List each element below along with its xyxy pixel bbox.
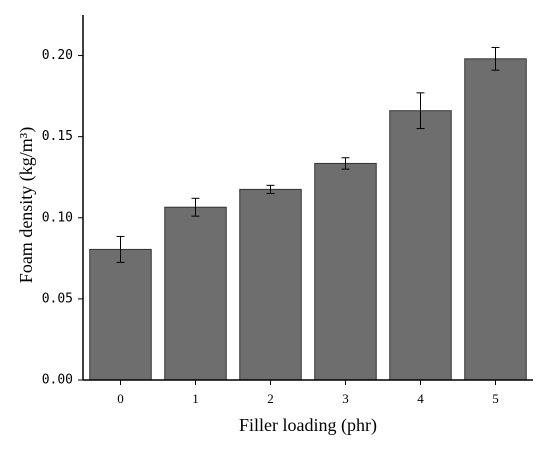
y-tick-label: 0.15	[42, 129, 73, 144]
x-tick-label: 3	[342, 391, 349, 406]
bar	[239, 188, 302, 381]
bar	[389, 110, 452, 381]
bar	[314, 162, 377, 381]
y-tick-label: 0.05	[42, 291, 73, 306]
y-tick-label: 0.10	[42, 210, 73, 225]
y-axis-title: Foam density (kg/m³)	[16, 127, 37, 283]
y-tick-label: 0.20	[42, 48, 73, 63]
x-tick-label: 5	[492, 391, 499, 406]
x-tick-label: 1	[192, 391, 199, 406]
x-axis-title: Filler loading (phr)	[239, 415, 377, 436]
y-tick-label: 0.00	[42, 373, 73, 388]
bar	[464, 58, 527, 381]
x-tick-label: 0	[117, 391, 124, 406]
bar	[164, 206, 227, 381]
bar	[89, 248, 152, 381]
x-tick-label: 2	[267, 391, 274, 406]
x-tick-label: 4	[417, 391, 424, 406]
